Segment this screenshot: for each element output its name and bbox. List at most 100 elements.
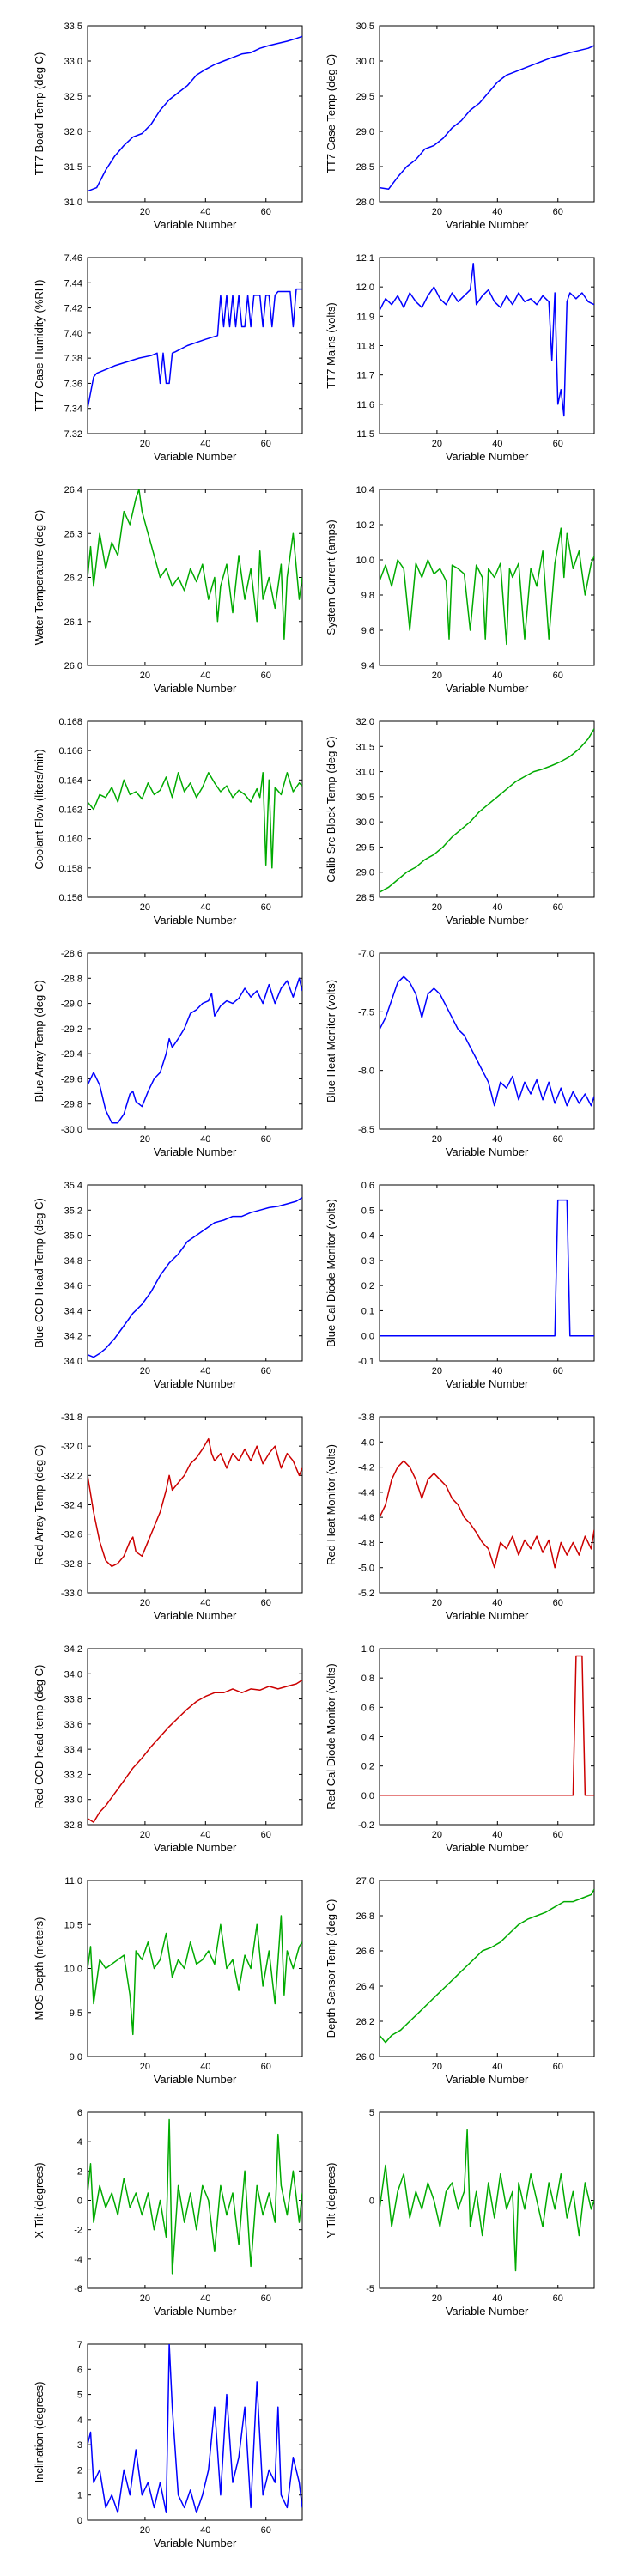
x-tick-label: 60 xyxy=(553,207,563,217)
y-tick-label: -4.8 xyxy=(358,1538,374,1548)
y-tick-label: 0.4 xyxy=(361,1733,374,1743)
plot-frame xyxy=(87,1416,303,1594)
y-tick-label: -6 xyxy=(74,2284,82,2294)
y-tick-label: 4 xyxy=(77,2415,82,2426)
y-tick-label: 0.2 xyxy=(361,1762,374,1772)
x-tick-label: 60 xyxy=(553,1598,563,1608)
series-line xyxy=(88,1196,302,1358)
x-tick-label: 40 xyxy=(492,1366,502,1376)
chart-panel-2: 20 40 60 28.0 28.5 29.0 29.5 30.0 30.5 Variable N… xyxy=(325,21,595,231)
y-tick-label: 31.5 xyxy=(64,162,82,173)
y-tick-label: 6 xyxy=(77,2365,82,2375)
x-axis-label: Variable Number xyxy=(154,682,237,695)
y-tick-label: 9.8 xyxy=(361,591,374,601)
plot-frame xyxy=(379,257,595,434)
y-tick-label: 7.34 xyxy=(64,404,82,415)
y-tick-label: 33.6 xyxy=(64,1720,82,1730)
y-tick-label: 31.5 xyxy=(356,742,374,752)
chart-panel-12: 20 40 60 -0.1 0.0 0.1 0.2 0.3 0.4 0.5 0.6 Variable … xyxy=(325,1181,595,1390)
x-axis-label: Variable Number xyxy=(154,1841,237,1854)
y-tick-label: 32.0 xyxy=(356,717,374,727)
y-tick-label: 11.0 xyxy=(64,1876,82,1886)
y-tick-label: 7.46 xyxy=(64,253,82,264)
y-tick-label: 0.162 xyxy=(58,805,82,816)
y-tick-label: 35.0 xyxy=(64,1231,82,1242)
series-line xyxy=(88,2118,302,2275)
chart-panel-1: 20 40 60 31.0 31.5 32.0 32.5 33.0 33.5 Variable N… xyxy=(33,21,303,231)
y-tick-label: -32.4 xyxy=(61,1501,82,1511)
y-axis-label: MOS Depth (meters) xyxy=(33,1917,46,2020)
y-tick-label: 0.164 xyxy=(58,775,82,786)
plot-frame xyxy=(87,2343,303,2521)
x-tick-label: 60 xyxy=(261,1830,271,1840)
series-line xyxy=(380,527,594,646)
y-tick-label: 0.6 xyxy=(361,1181,374,1191)
y-tick-label: 0.0 xyxy=(361,1332,374,1342)
y-tick-label: 33.0 xyxy=(64,57,82,67)
y-tick-label: 29.5 xyxy=(356,842,374,853)
x-tick-label: 20 xyxy=(432,1366,442,1376)
y-tick-label: 10.0 xyxy=(356,556,374,566)
y-axis-label: Red Heat Monitor (volts) xyxy=(325,1444,337,1565)
y-tick-label: -2 xyxy=(74,2226,82,2236)
x-axis-label: Variable Number xyxy=(154,450,237,463)
chart-panel-7: 20 40 60 0.156 0.158 0.160 0.162 0.164 0.166 0.16… xyxy=(33,717,303,927)
x-axis-label: Variable Number xyxy=(446,1145,529,1158)
x-tick-label: 20 xyxy=(140,2293,150,2304)
x-axis-label: Variable Number xyxy=(446,1609,529,1622)
plot-frame xyxy=(379,489,595,666)
y-tick-label: 11.8 xyxy=(356,342,374,352)
x-tick-label: 60 xyxy=(553,1830,563,1840)
x-tick-label: 60 xyxy=(553,902,563,913)
x-tick-label: 60 xyxy=(553,1366,563,1376)
x-axis-label: Variable Number xyxy=(446,914,529,927)
x-axis-label: Variable Number xyxy=(446,1377,529,1390)
y-tick-label: 0 xyxy=(77,2196,82,2207)
chart-panel-4: 20 40 60 11.5 11.6 11.7 11.8 11.9 12.0 12.1 Variab… xyxy=(325,253,595,463)
y-axis-label: Blue Heat Monitor (volts) xyxy=(325,980,337,1103)
series-line xyxy=(380,1199,594,1337)
chart-panel-14: 20 40 60 -5.2 -5.0 -4.8 -4.6 -4.4 -4.2 -4.0 -3.8 Va… xyxy=(325,1413,595,1622)
x-tick-label: 40 xyxy=(200,1134,210,1145)
chart-panel-16: 20 40 60 -0.2 0.0 0.2 0.4 0.6 0.8 1.0 Variable Num… xyxy=(325,1644,595,1854)
y-tick-label: -29.8 xyxy=(61,1100,82,1110)
x-tick-label: 40 xyxy=(492,1134,502,1145)
x-axis-label: Variable Number xyxy=(154,914,237,927)
y-tick-label: 31.0 xyxy=(356,768,374,778)
y-tick-label: 5 xyxy=(77,2391,82,2401)
x-tick-label: 20 xyxy=(140,902,150,913)
y-tick-label: 32.0 xyxy=(64,127,82,137)
y-tick-label: 33.5 xyxy=(64,21,82,32)
x-tick-label: 60 xyxy=(553,439,563,449)
x-axis-label: Variable Number xyxy=(154,1145,237,1158)
y-axis-label: Coolant Flow (liters/min) xyxy=(33,749,46,869)
x-tick-label: 60 xyxy=(261,1598,271,1608)
x-axis-label: Variable Number xyxy=(446,1841,529,1854)
y-tick-label: -0.2 xyxy=(358,1820,374,1831)
y-axis-label: Blue Array Temp (deg C) xyxy=(33,980,46,1102)
x-tick-label: 40 xyxy=(492,671,502,681)
x-tick-label: 20 xyxy=(432,1134,442,1145)
plot-frame xyxy=(87,1184,303,1362)
x-tick-label: 20 xyxy=(432,207,442,217)
plot-frame xyxy=(379,1416,595,1594)
y-tick-label: -4.2 xyxy=(358,1463,374,1473)
plot-frame xyxy=(87,720,303,898)
y-tick-label: 10.5 xyxy=(64,1920,82,1930)
y-tick-label: 12.0 xyxy=(356,283,374,293)
y-tick-label: 0.3 xyxy=(361,1256,374,1267)
x-axis-label: Variable Number xyxy=(446,682,529,695)
x-tick-label: 20 xyxy=(432,1598,442,1608)
y-tick-label: 11.6 xyxy=(356,400,374,410)
y-tick-label: -7.5 xyxy=(358,1007,374,1018)
y-tick-label: -7.0 xyxy=(358,949,374,959)
x-axis-label: Variable Number xyxy=(154,2305,237,2318)
y-tick-label: 11.9 xyxy=(356,312,374,322)
y-tick-label: 10.2 xyxy=(356,520,374,531)
x-tick-label: 40 xyxy=(200,1830,210,1840)
y-tick-label: 2 xyxy=(77,2465,82,2476)
x-tick-label: 60 xyxy=(261,2062,271,2072)
x-tick-label: 40 xyxy=(200,2062,210,2072)
y-tick-label: 34.8 xyxy=(64,1256,82,1267)
x-tick-label: 40 xyxy=(200,902,210,913)
